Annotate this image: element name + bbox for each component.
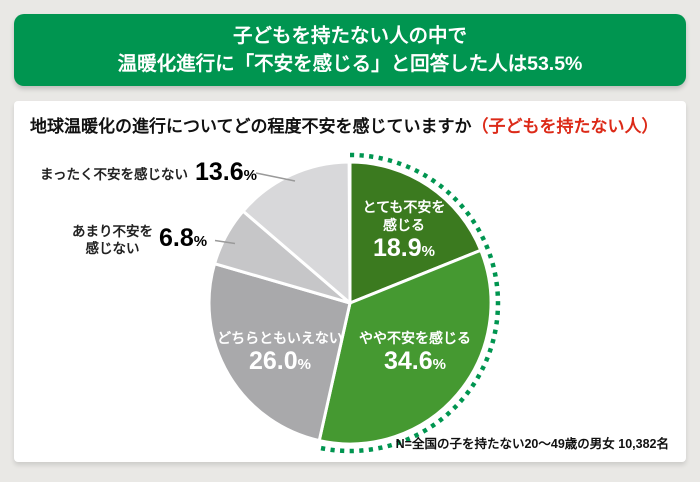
chart-card: 地球温暖化の進行についてどの程度不安を感じていますか（子どもを持たない人） まっ… bbox=[14, 101, 686, 462]
slice-value-dochira: 26.0% bbox=[248, 347, 311, 375]
chart-title-highlight: （子どもを持たない人） bbox=[471, 117, 659, 136]
slice-value-mattaku: 13.6% bbox=[194, 158, 257, 186]
slice-value-yaya: 34.6% bbox=[383, 347, 446, 375]
headline-banner: 子どもを持たない人の中で 温暖化進行に「不安を感じる」と回答した人は53.5% bbox=[14, 14, 686, 86]
pie-chart bbox=[207, 152, 501, 454]
chart-title-main: 地球温暖化の進行についてどの程度不安を感じていますか bbox=[30, 117, 472, 136]
pie-slices bbox=[207, 160, 493, 446]
leader-line-amari bbox=[214, 239, 236, 245]
slice-value-totemo: 18.9% bbox=[372, 234, 435, 262]
label-mattaku: まったく不安を感じない 13.6% bbox=[40, 154, 257, 194]
label-dochira: どちらともいえない 26.0% bbox=[200, 329, 360, 379]
chart-title: 地球温暖化の進行についてどの程度不安を感じていますか（子どもを持たない人） bbox=[30, 112, 659, 137]
label-totemo: とても不安を 感じる 18.9% bbox=[324, 198, 484, 266]
pie-slice-0 bbox=[348, 160, 483, 305]
pie-slice-1 bbox=[317, 248, 493, 446]
pie-slice-4 bbox=[241, 160, 352, 305]
headline-line2: 温暖化進行に「不安を感じる」と回答した人は53.5% bbox=[117, 53, 583, 75]
headline-line1: 子どもを持たない人の中で bbox=[232, 25, 467, 47]
pie-slice-2 bbox=[207, 262, 352, 443]
slice-value-amari: 6.8% bbox=[159, 224, 208, 252]
label-yaya: やや不安を感じる 34.6% bbox=[335, 329, 495, 379]
label-mattaku-text: まったく不安を感じない bbox=[40, 166, 188, 182]
leader-line-mattaku bbox=[255, 172, 296, 182]
label-amari: あまり不安を 感じない 6.8% bbox=[72, 218, 207, 262]
sample-note: N=全国の子を持たない20～49歳の男女 10,382名 bbox=[395, 437, 669, 451]
label-amari-text: あまり不安を 感じない bbox=[72, 224, 153, 256]
